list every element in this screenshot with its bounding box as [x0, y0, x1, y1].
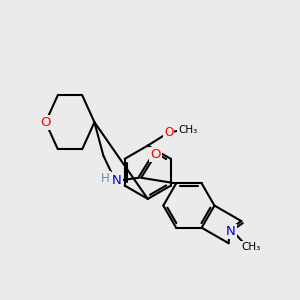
Text: O: O [150, 148, 161, 161]
Text: O: O [40, 116, 51, 129]
Text: CH₃: CH₃ [241, 242, 260, 252]
Text: H: H [101, 172, 110, 185]
Text: CH₃: CH₃ [178, 125, 197, 135]
Text: O: O [164, 126, 173, 139]
Text: N: N [226, 225, 236, 238]
Text: N: N [112, 173, 122, 187]
